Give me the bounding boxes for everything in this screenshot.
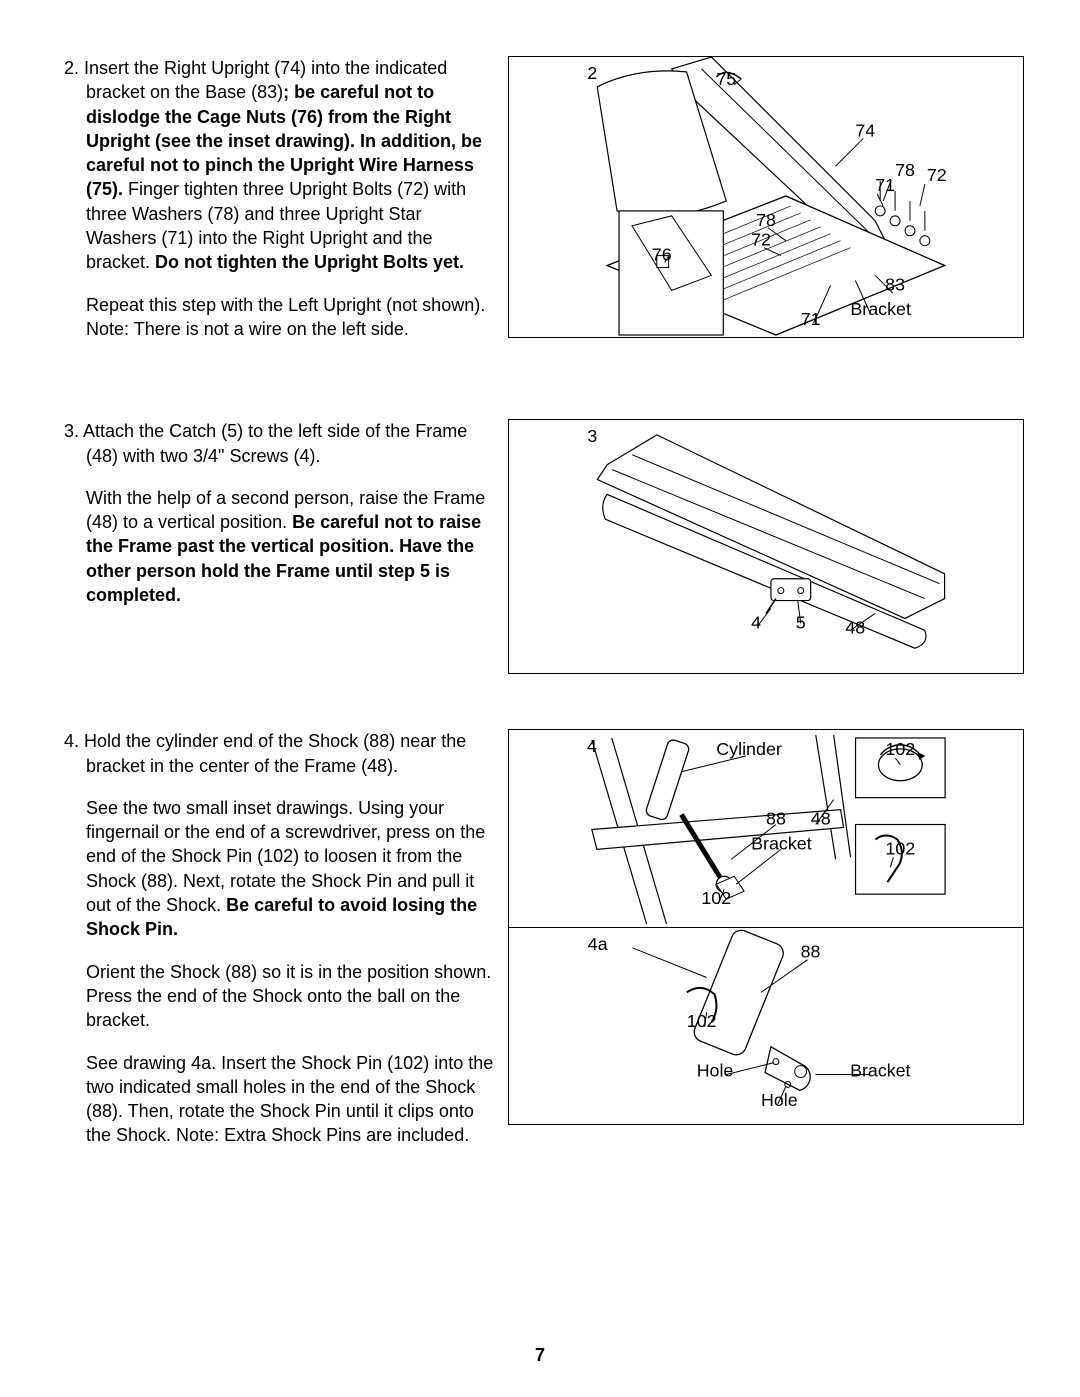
fig4-stepnum: 4 <box>587 736 597 756</box>
callout-label: 88 <box>766 809 786 829</box>
callout-label: 102 <box>885 739 915 759</box>
callout-label: 48 <box>845 618 865 638</box>
step-4: 4. Hold the cylinder end of the Shock (8… <box>56 729 1024 1165</box>
callout-label: 76 <box>652 245 672 265</box>
callout-label: 102 <box>701 888 731 908</box>
step-number: 4. <box>64 731 84 751</box>
callout-label: 72 <box>751 230 771 250</box>
step-2-text: 2. Insert the Right Upright (74) into th… <box>56 56 508 359</box>
callout-label: 48 <box>811 809 831 829</box>
callout-label: 78 <box>895 160 915 180</box>
callout-label: Hole <box>697 1061 734 1081</box>
instruction-paragraph: 4. Hold the cylinder end of the Shock (8… <box>86 729 496 778</box>
instruction-paragraph: 3. Attach the Catch (5) to the left side… <box>86 419 496 468</box>
step-number: 3. <box>64 421 83 441</box>
instruction-paragraph: See the two small inset drawings. Using … <box>86 796 496 942</box>
instruction-paragraph: Orient the Shock (88) so it is in the po… <box>86 960 496 1033</box>
text-run: Hold the cylinder end of the Shock (88) … <box>84 731 466 775</box>
step-3: 3. Attach the Catch (5) to the left side… <box>56 419 1024 674</box>
callout-label: 102 <box>687 1011 717 1031</box>
callout-label: 78 <box>756 210 776 230</box>
instruction-paragraph: See drawing 4a. Insert the Shock Pin (10… <box>86 1051 496 1148</box>
step-4-text: 4. Hold the cylinder end of the Shock (8… <box>56 729 508 1165</box>
instruction-paragraph: 2. Insert the Right Upright (74) into th… <box>86 56 496 275</box>
callout-label: Bracket <box>751 834 812 854</box>
figure-3: 3 4 5 48 <box>508 419 1024 674</box>
page: 2. Insert the Right Upright (74) into th… <box>0 0 1080 1166</box>
text-run: Do not tighten the Upright Bolts yet. <box>155 252 464 272</box>
callout-label: Bracket <box>850 299 911 319</box>
callout-label: 72 <box>927 165 947 185</box>
page-number: 7 <box>0 1343 1080 1367</box>
step-2: 2. Insert the Right Upright (74) into th… <box>56 56 1024 359</box>
text-run: Attach the Catch (5) to the left side of… <box>83 421 467 465</box>
figure-4: 4 Cylinder 102 88 48 Bracket 102 102 <box>508 729 1024 927</box>
callout-label: Bracket <box>850 1061 910 1081</box>
callout-label: 83 <box>885 274 905 294</box>
callout-label: 5 <box>796 613 806 633</box>
step-2-figure-wrap: 2 75747872717872767183Bracket <box>508 56 1024 338</box>
instruction-paragraph: Repeat this step with the Left Upright (… <box>86 293 496 342</box>
text-run: Repeat this step with the Left Upright (… <box>86 295 485 339</box>
step-4-figure-wrap: 4 Cylinder 102 88 48 Bracket 102 102 <box>508 729 1024 1125</box>
text-run: Orient the Shock (88) so it is in the po… <box>86 962 491 1031</box>
callout-label: Cylinder <box>716 739 782 759</box>
callout-label: 102 <box>885 839 915 859</box>
instruction-paragraph: With the help of a second person, raise … <box>86 486 496 607</box>
callout-label: Hole <box>761 1090 798 1110</box>
callout-label: 74 <box>855 120 875 140</box>
figure-4a: 4a 88 102 Hole Bracket Hole <box>508 927 1024 1125</box>
callout-label: 71 <box>875 175 895 195</box>
step-3-text: 3. Attach the Catch (5) to the left side… <box>56 419 508 625</box>
callout-label: 71 <box>801 309 821 329</box>
fig4a-stepnum: 4a <box>588 934 608 954</box>
fig2-stepnum: 2 <box>587 63 597 83</box>
text-run: See drawing 4a. Insert the Shock Pin (10… <box>86 1053 493 1146</box>
callout-label: 4 <box>751 613 761 633</box>
figure-2: 2 75747872717872767183Bracket <box>508 56 1024 338</box>
fig3-stepnum: 3 <box>587 426 597 446</box>
callout-label: 75 <box>716 69 736 89</box>
step-3-figure-wrap: 3 4 5 48 <box>508 419 1024 674</box>
step-number: 2. <box>64 58 84 78</box>
callout-label: 88 <box>801 942 821 962</box>
